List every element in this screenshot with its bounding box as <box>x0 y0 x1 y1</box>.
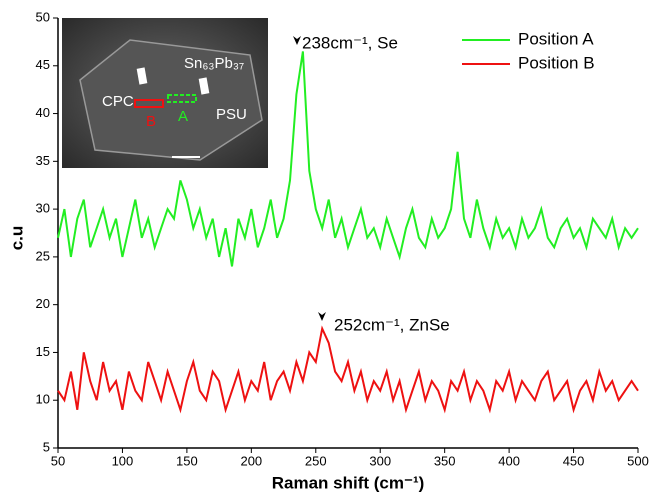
legend-label: Position A <box>518 29 594 48</box>
inset-label: Sn₆₃Pb₃₇ <box>184 55 244 72</box>
legend-label: Position B <box>518 53 595 72</box>
x-tick-label: 200 <box>240 453 262 468</box>
inset-label: A <box>178 108 188 125</box>
x-axis-title: Raman shift (cm⁻¹) <box>272 473 425 492</box>
inset-label: PSU <box>216 106 247 123</box>
x-tick-label: 50 <box>51 453 65 468</box>
y-tick-label: 20 <box>36 296 50 311</box>
x-tick-label: 500 <box>627 453 649 468</box>
x-tick-label: 350 <box>434 453 456 468</box>
inset-image <box>62 18 268 168</box>
y-tick-label: 25 <box>36 248 50 263</box>
inset-label: B <box>146 113 156 130</box>
annotation: 238cm⁻¹, Se <box>302 33 398 52</box>
x-tick-label: 250 <box>305 453 327 468</box>
y-axis-title: c.u <box>7 226 26 251</box>
y-tick-label: 5 <box>43 439 50 454</box>
y-tick-label: 40 <box>36 105 50 120</box>
y-tick-label: 10 <box>36 392 50 407</box>
annotation: 252cm⁻¹, ZnSe <box>334 315 450 334</box>
y-tick-label: 30 <box>36 201 50 216</box>
x-tick-label: 100 <box>112 453 134 468</box>
inset-label: CPC <box>102 93 134 110</box>
line-series <box>57 51 639 267</box>
x-tick-label: 150 <box>176 453 198 468</box>
x-tick-label: 450 <box>563 453 585 468</box>
y-tick-label: 35 <box>36 153 50 168</box>
x-tick-label: 400 <box>498 453 520 468</box>
x-tick-label: 300 <box>369 453 391 468</box>
y-tick-label: 50 <box>36 9 50 24</box>
line-series <box>57 325 639 414</box>
y-tick-label: 45 <box>36 57 50 72</box>
y-tick-label: 15 <box>36 344 50 359</box>
